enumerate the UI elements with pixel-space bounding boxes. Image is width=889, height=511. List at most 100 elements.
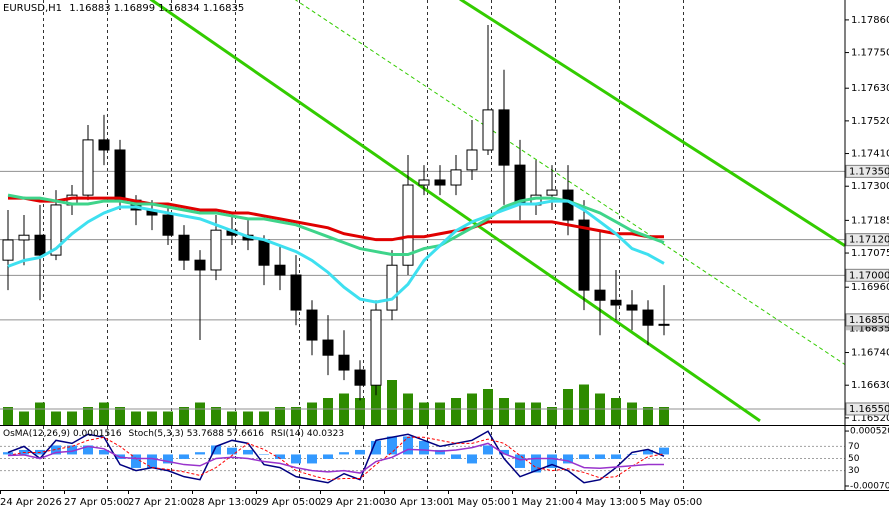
volume-bar [179, 407, 189, 425]
x-tick-label: 28 Apr 13:00 [192, 497, 257, 508]
candle-body [322, 339, 334, 356]
candle-body [626, 304, 638, 311]
osma-bar [659, 447, 669, 455]
volume-bar [371, 384, 381, 425]
y-tick-label: 1.17185 [851, 215, 889, 226]
y-tick-label: 1.16960 [851, 282, 889, 293]
y-tick-label: 1.17075 [851, 248, 889, 259]
candle-body [450, 169, 462, 186]
sub-y-tick-label: 0.000520 [850, 427, 889, 437]
candle-body [466, 149, 478, 171]
level-box [845, 268, 889, 282]
level-label: 1.16850 [849, 315, 889, 326]
candle-body [114, 149, 126, 201]
candle-body [210, 229, 222, 271]
level-box [845, 402, 889, 416]
osma-bar [211, 445, 221, 455]
volume-bar [35, 402, 45, 425]
y-tick-label: 1.17520 [851, 116, 889, 127]
moving-average [7, 199, 665, 304]
candle-body [290, 274, 302, 311]
candle-body [18, 234, 30, 241]
volume-bar [643, 407, 653, 425]
osma-bar [323, 454, 333, 459]
trendline [294, 0, 845, 365]
candle-body [274, 264, 286, 276]
osma-bar [467, 454, 477, 464]
candle-body [370, 309, 382, 386]
level-label: 1.17000 [849, 270, 889, 281]
osma-bar [563, 454, 573, 464]
candle-body [482, 109, 494, 151]
volume-bar [435, 402, 445, 425]
candle-body [594, 289, 606, 301]
volume-bar [387, 380, 397, 425]
volume-bar [83, 407, 93, 425]
volume-bar [227, 411, 237, 425]
level-label: 1.17120 [849, 235, 889, 246]
osma-bar [227, 447, 237, 455]
symbol: EURUSD,H1 [3, 3, 62, 14]
osma-bar [579, 454, 589, 459]
indicator-name: RSI(14) [271, 429, 304, 439]
indicator-value: 57.6616 [227, 429, 264, 439]
osma-bar [83, 445, 93, 455]
candle-body [610, 299, 622, 306]
osma-bar [147, 454, 157, 468]
volume-bar [115, 407, 125, 425]
volume-bar [323, 398, 333, 425]
osma-bar [595, 454, 605, 459]
indicator-value: 53.7688 [187, 429, 224, 439]
candle-body [338, 354, 350, 371]
y-tick-label: 1.16740 [851, 348, 889, 359]
level-box [845, 164, 889, 178]
volume-bar [451, 398, 461, 425]
x-tick-label: 1 May 21:00 [512, 497, 574, 508]
sub-y2-tick-label: 30 [848, 466, 860, 476]
bar-close: 1.16835 [203, 3, 244, 14]
moving-average [8, 196, 664, 242]
volume-bar [307, 402, 317, 425]
indicator-line [7, 436, 665, 481]
osma-bar [531, 454, 541, 473]
x-tick-label: 27 Apr 05:00 [64, 497, 129, 508]
osma-bar [291, 454, 301, 464]
volume-bar [659, 407, 669, 425]
candle-body [2, 239, 14, 261]
x-tick-label: 4 May 13:00 [576, 497, 638, 508]
candle-body [498, 109, 510, 166]
osma-bar [371, 440, 381, 455]
level-box [845, 313, 889, 327]
candle-body [658, 323, 670, 326]
indicator-plot [0, 430, 845, 484]
trendline [149, 0, 761, 423]
osma-bar [131, 454, 141, 468]
volume-bar [419, 402, 429, 425]
osma-bar [627, 454, 637, 455]
osma-bar [499, 449, 509, 455]
candle-body [178, 234, 190, 261]
sub-y-tick-label: -0.000701 [850, 481, 889, 491]
candle-body [162, 214, 174, 236]
candle-body [82, 139, 94, 196]
bar-high: 1.16899 [114, 3, 155, 14]
osma-bar [387, 436, 397, 455]
osma-bar [419, 440, 429, 455]
level-box [845, 233, 889, 247]
candle-body [354, 369, 366, 386]
x-tick-label: 1 May 05:00 [448, 497, 510, 508]
x-tick-label: 29 Apr 21:00 [320, 497, 385, 508]
volume-bar [3, 407, 13, 425]
osma-bar [435, 449, 445, 455]
osma-bar [403, 436, 413, 455]
osma-bar [99, 449, 109, 455]
chart-header: EURUSD,H1 1.16883 1.16899 1.16834 1.1683… [3, 3, 244, 14]
axes [0, 0, 889, 491]
x-tick-label: 24 Apr 2026 [0, 497, 62, 508]
volume-bar [195, 402, 205, 425]
volume-bar [627, 402, 637, 425]
moving-average [7, 193, 665, 257]
indicator-name: OsMA(12,26,9) [3, 429, 70, 439]
y-tick-label: 1.16630 [851, 380, 889, 391]
osma-bar [163, 454, 173, 464]
